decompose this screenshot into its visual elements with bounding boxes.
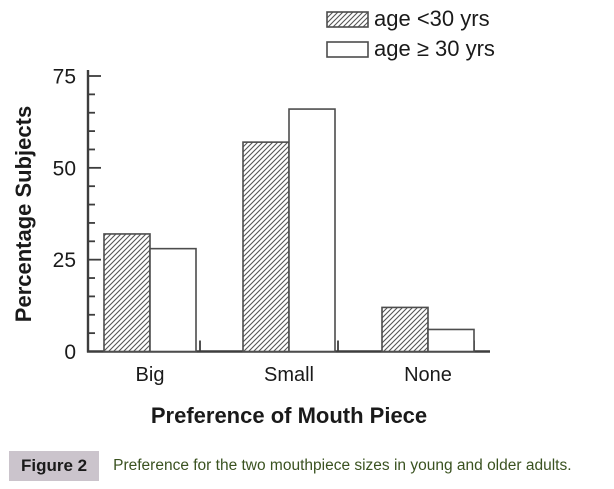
bar-big-series0 <box>103 233 151 353</box>
legend-swatch-white <box>326 41 369 58</box>
legend-label: age ≥ 30 yrs <box>374 36 495 61</box>
bar-big-series1 <box>149 247 197 353</box>
figure-caption-text: Preference for the two mouthpiece sizes … <box>113 457 572 474</box>
y-axis-title: Percentage Subjects <box>11 106 36 322</box>
category-label: Small <box>264 364 314 386</box>
category-label: None <box>404 364 452 386</box>
legend-swatch-hatched <box>326 11 369 28</box>
bar-small-series1 <box>288 108 336 353</box>
bar-small-series0 <box>242 141 290 353</box>
legend-label: age <30 yrs <box>374 6 490 31</box>
legend: age <30 yrs age ≥ 30 yrs <box>326 6 495 61</box>
y-tick-label: 75 <box>53 66 76 89</box>
x-axis-title: Preference of Mouth Piece <box>151 403 427 428</box>
y-tick-label: 0 <box>64 341 76 364</box>
y-tick-label: 25 <box>53 249 76 272</box>
plot-area: 0 25 50 75 Big Small None Preference of Mouth P… <box>11 6 495 428</box>
category-label: Big <box>136 364 165 386</box>
bar-none-series0 <box>381 306 429 353</box>
figure-label: Figure 2 <box>9 451 100 481</box>
figure-caption: Figure 2 Preference for the two mouthpie… <box>9 451 609 481</box>
y-tick-label: 50 <box>53 157 76 180</box>
bar-chart-canvas: 0 25 50 75 Big Small None Preference of Mouth P… <box>11 6 495 428</box>
bar-chart-figure: 0 25 50 75 Big Small None Preference of Mouth P… <box>11 6 495 428</box>
bar-none-series1 <box>427 328 475 353</box>
